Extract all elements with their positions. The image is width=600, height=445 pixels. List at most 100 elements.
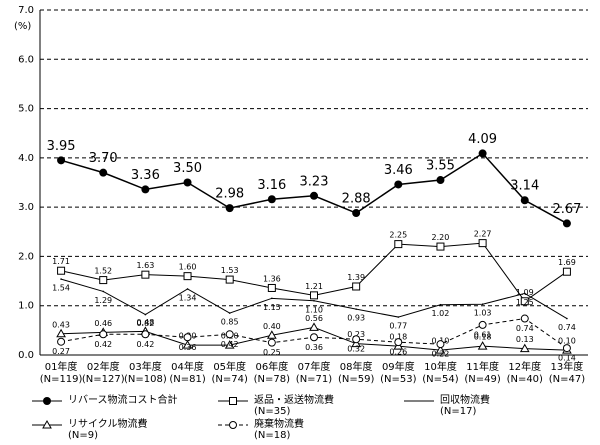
point — [394, 338, 403, 347]
point — [394, 240, 403, 249]
value-label: 3.14 — [510, 179, 539, 194]
x-tick-label: (N=74) — [211, 374, 247, 385]
value-label: 3.50 — [173, 161, 202, 176]
point — [183, 178, 192, 187]
value-label: 1.34 — [179, 293, 197, 302]
point — [436, 176, 445, 185]
point — [520, 297, 529, 306]
legend-swatch — [404, 400, 434, 402]
value-label: 0.36 — [305, 343, 323, 352]
point — [397, 316, 400, 318]
x-tick-label: 10年度 — [424, 360, 457, 373]
x-tick-label: (N=78) — [254, 374, 290, 385]
legend-label: 廃棄物流費 (N=18) — [254, 419, 304, 441]
y-tick-label: 4.0 — [18, 153, 34, 164]
x-tick-label: 01年度 — [45, 360, 78, 373]
legend-swatch — [32, 419, 62, 429]
legend-label: リサイクル物流費 (N=9) — [68, 419, 148, 441]
point — [439, 303, 442, 306]
value-label: 2.98 — [215, 187, 244, 202]
x-tick-label: 03年度 — [129, 360, 162, 373]
value-label: 0.56 — [305, 314, 323, 323]
point — [99, 330, 108, 339]
legend-label: 回収物流費 (N=17) — [440, 395, 490, 417]
y-tick-label: 5.0 — [18, 104, 34, 115]
point — [310, 291, 318, 300]
legend-item: 廃棄物流費 (N=18) — [216, 419, 402, 443]
value-label: 0.42 — [136, 340, 154, 349]
point — [186, 288, 189, 290]
value-label: 1.09 — [516, 288, 534, 297]
x-tick-label: (N=47) — [549, 374, 585, 385]
value-label: 1.25 — [516, 298, 534, 307]
value-label: 1.39 — [347, 273, 365, 282]
value-label: 0.36 — [179, 343, 197, 352]
point — [228, 312, 231, 314]
point — [56, 328, 66, 338]
value-label: 2.27 — [474, 230, 492, 239]
legend-marker — [42, 419, 52, 429]
y-tick-label: 2.0 — [18, 251, 34, 262]
x-tick-label: (N=40) — [507, 374, 543, 385]
value-label: 1.53 — [221, 266, 239, 275]
point — [57, 266, 66, 275]
x-tick-label: 11年度 — [466, 360, 499, 373]
point — [267, 195, 276, 204]
y-tick-label: 0.0 — [18, 350, 34, 361]
value-label: 0.14 — [558, 354, 576, 363]
value-label: 0.48 — [136, 318, 154, 327]
legend-marker — [43, 397, 51, 405]
value-label: 0.18 — [389, 333, 407, 342]
value-label: 0.46 — [94, 319, 112, 328]
x-tick-label: (N=71) — [296, 374, 332, 385]
legend-label: 返品・返送物流費 (N=35) — [254, 395, 334, 417]
value-label: 3.46 — [384, 163, 413, 178]
value-label: 1.15 — [263, 303, 281, 312]
x-tick-label: 07年度 — [298, 360, 331, 373]
value-label: 3.55 — [426, 159, 455, 174]
value-label: 0.13 — [516, 335, 534, 344]
value-label: 2.20 — [432, 233, 450, 242]
x-tick-label: 02年度 — [87, 360, 120, 373]
point — [436, 340, 445, 349]
point — [394, 180, 403, 189]
value-label: 2.25 — [389, 231, 407, 240]
value-label: 3.95 — [47, 139, 76, 154]
point — [99, 168, 108, 177]
legend-marker — [229, 421, 237, 429]
point — [57, 337, 66, 346]
value-label: 0.40 — [263, 322, 281, 331]
value-label: 0.32 — [347, 345, 365, 354]
x-tick-label: (N=54) — [422, 374, 458, 385]
point — [519, 343, 530, 353]
point — [477, 341, 488, 350]
point — [182, 340, 193, 349]
point — [271, 297, 273, 300]
legend: リバース物流コスト合計 返品・返送物流費 (N=35) 回収物流費 (N=17) リサ… — [30, 395, 590, 443]
value-label: 1.52 — [94, 267, 112, 276]
value-label: 0.43 — [52, 320, 70, 329]
point — [310, 333, 318, 342]
value-label: 1.54 — [52, 284, 70, 293]
legend-swatch — [32, 397, 62, 405]
legend-marker — [229, 397, 237, 405]
point — [224, 340, 235, 349]
y-tick-label: 1.0 — [18, 301, 34, 312]
point — [225, 204, 234, 213]
point — [478, 239, 487, 248]
value-label: 1.03 — [474, 309, 492, 318]
point — [436, 242, 445, 251]
value-label: 0.23 — [347, 330, 365, 339]
value-label: 3.16 — [257, 178, 286, 193]
value-label: 0.10 — [558, 337, 576, 346]
point — [267, 283, 276, 292]
y-tick-label: 3.0 — [18, 202, 34, 213]
legend-item: 回収物流費 (N=17) — [402, 395, 588, 419]
legend-swatch — [218, 397, 248, 405]
value-label: 0.26 — [389, 348, 407, 357]
value-label: 1.69 — [558, 258, 576, 267]
point — [435, 345, 446, 354]
value-label: 0.74 — [558, 323, 576, 332]
point — [267, 338, 276, 347]
